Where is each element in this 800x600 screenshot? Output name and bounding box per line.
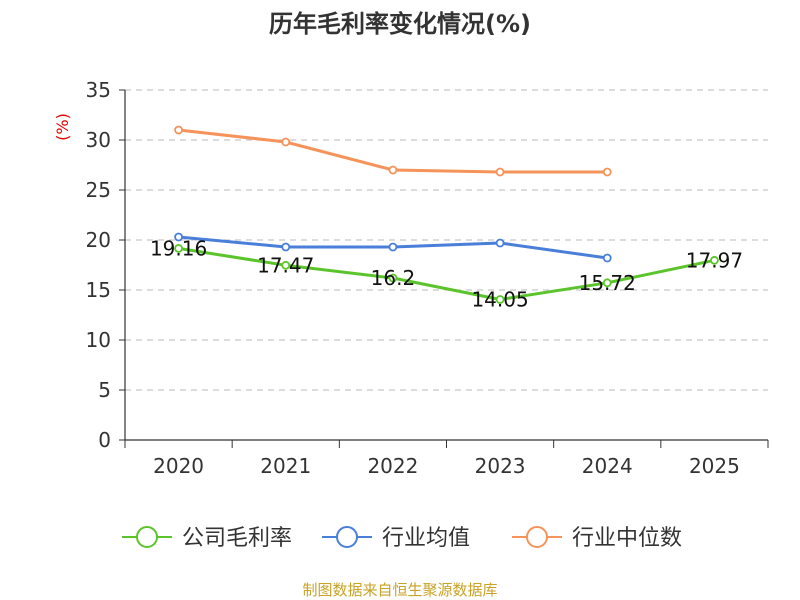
data-label: 17.97 [686, 248, 743, 272]
x-tick-label-2020: 2020 [153, 454, 204, 478]
y-tick-label: 5 [98, 378, 111, 402]
x-tick-label-2022: 2022 [367, 454, 418, 478]
legend-marker [526, 526, 548, 548]
data-label: 19.16 [150, 236, 207, 260]
data-point [174, 125, 183, 135]
data-label: 14.05 [471, 288, 528, 312]
x-tick-label-2024: 2024 [582, 454, 633, 478]
legend-label: 行业中位数 [572, 526, 682, 551]
data-point [388, 242, 398, 252]
legend-label: 公司毛利率 [182, 526, 292, 551]
data-point [602, 167, 612, 177]
legend-label: 行业均值 [382, 526, 470, 551]
x-tick-label-2025: 2025 [689, 454, 740, 478]
data-point [174, 232, 183, 242]
data-label: 15.72 [579, 271, 636, 295]
x-tick-label-2023: 2023 [475, 454, 526, 478]
y-tick-label: 25 [86, 178, 111, 202]
data-point [388, 165, 398, 175]
x-tick-label-2021: 2021 [260, 454, 311, 478]
data-point [602, 278, 612, 288]
data-point [281, 260, 291, 270]
data-point [495, 238, 505, 248]
y-tick-label: 20 [86, 228, 111, 252]
data-point [710, 255, 719, 265]
data-label: 16.2 [371, 266, 416, 290]
data-point [281, 137, 291, 147]
data-point [495, 167, 505, 177]
data-source-note: 制图数据来自恒生聚源数据库 [302, 581, 497, 599]
data-point [602, 253, 612, 263]
y-tick-label: 30 [86, 128, 111, 152]
data-point [281, 242, 291, 252]
data-point [174, 243, 183, 253]
y-tick-label: 35 [86, 78, 111, 102]
legend-marker [336, 526, 358, 548]
data-label: 17.47 [257, 253, 314, 277]
series-line-0 [178, 246, 715, 301]
y-tick-label: 10 [86, 328, 111, 352]
y-axis-label: (%) [53, 113, 72, 141]
data-point [388, 273, 398, 283]
y-tick-label: 15 [86, 278, 111, 302]
chart-title: 历年毛利率变化情况(%) [269, 10, 531, 38]
data-point [495, 295, 505, 304]
legend-marker [136, 526, 158, 548]
y-tick-label: 0 [98, 428, 111, 452]
